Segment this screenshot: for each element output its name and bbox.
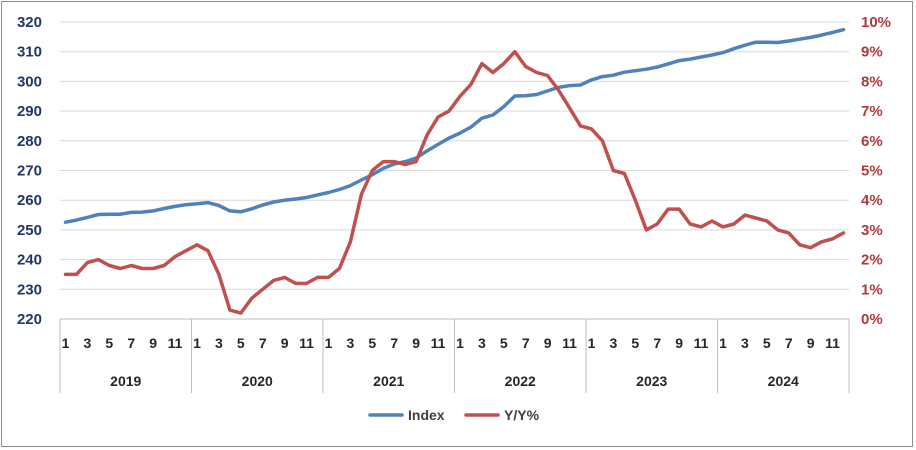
year-tick-label: 2022 — [505, 373, 536, 389]
right-tick-label: 9% — [861, 44, 883, 61]
month-tick-label: 9 — [281, 335, 289, 351]
legend-label: Y/Y% — [504, 407, 540, 423]
month-tick-label: 1 — [325, 335, 333, 351]
month-tick-label: 3 — [346, 335, 354, 351]
left-tick-label: 220 — [17, 311, 42, 328]
month-tick-label: 9 — [675, 335, 683, 351]
left-tick-label: 230 — [17, 281, 42, 298]
month-tick-label: 3 — [609, 335, 617, 351]
month-tick-label: 5 — [105, 335, 113, 351]
month-tick-label: 9 — [544, 335, 552, 351]
series-lines — [63, 27, 846, 315]
legend-label: Index — [408, 407, 445, 423]
month-tick-label: 5 — [763, 335, 771, 351]
month-tick-label: 5 — [631, 335, 639, 351]
left-tick-label: 300 — [17, 73, 42, 90]
left-tick-label: 240 — [17, 252, 42, 269]
left-tick-label: 310 — [17, 44, 42, 61]
month-tick-label: 7 — [390, 335, 398, 351]
left-tick-label: 250 — [17, 222, 42, 239]
month-tick-label: 11 — [168, 335, 183, 351]
month-tick-label: 11 — [431, 335, 446, 351]
right-tick-label: 5% — [861, 163, 883, 180]
left-tick-label: 280 — [17, 133, 42, 150]
right-tick-label: 0% — [861, 311, 883, 328]
month-tick-label: 7 — [127, 335, 135, 351]
right-tick-label: 2% — [861, 252, 883, 269]
right-tick-label: 6% — [861, 133, 883, 150]
month-tick-label: 1 — [193, 335, 201, 351]
month-tick-label: 9 — [807, 335, 815, 351]
series-line-yoy — [63, 49, 846, 315]
month-tick-label: 5 — [500, 335, 508, 351]
right-tick-label: 1% — [861, 281, 883, 298]
gridlines — [60, 21, 849, 320]
left-tick-label: 270 — [17, 163, 42, 180]
series-line-index — [63, 27, 846, 224]
month-tick-label: 9 — [412, 335, 420, 351]
left-tick-label: 260 — [17, 192, 42, 209]
right-tick-label: 10% — [861, 14, 891, 31]
month-tick-label: 3 — [741, 335, 749, 351]
axes: 220 230 240 250 260 270 280 290 300 310 320 0% 1% 2% 3… — [17, 14, 891, 393]
month-tick-label: 1 — [62, 335, 70, 351]
month-tick-label: 1 — [456, 335, 464, 351]
month-tick-label: 7 — [522, 335, 530, 351]
left-tick-label: 290 — [17, 103, 42, 120]
month-tick-label: 3 — [215, 335, 223, 351]
month-tick-label: 3 — [83, 335, 91, 351]
right-tick-label: 8% — [861, 73, 883, 90]
year-tick-label: 2023 — [636, 373, 667, 389]
month-tick-label: 11 — [825, 335, 840, 351]
month-tick-label: 7 — [785, 335, 793, 351]
year-tick-label: 2024 — [768, 373, 799, 389]
month-tick-label: 11 — [562, 335, 577, 351]
month-tick-label: 1 — [588, 335, 596, 351]
month-tick-label: 9 — [149, 335, 157, 351]
right-tick-label: 4% — [861, 192, 883, 209]
month-tick-label: 11 — [299, 335, 314, 351]
year-tick-label: 2021 — [373, 373, 404, 389]
year-tick-label: 2020 — [242, 373, 273, 389]
legend: Index Y/Y% — [368, 407, 540, 423]
month-tick-label: 7 — [653, 335, 661, 351]
left-tick-label: 320 — [17, 14, 42, 31]
right-tick-label: 3% — [861, 222, 883, 239]
month-tick-label: 11 — [694, 335, 709, 351]
month-tick-label: 1 — [719, 335, 727, 351]
year-tick-label: 2019 — [110, 373, 141, 389]
month-tick-label: 5 — [368, 335, 376, 351]
month-tick-label: 7 — [259, 335, 267, 351]
right-tick-label: 7% — [861, 103, 883, 120]
month-tick-label: 3 — [478, 335, 486, 351]
month-tick-label: 5 — [237, 335, 245, 351]
